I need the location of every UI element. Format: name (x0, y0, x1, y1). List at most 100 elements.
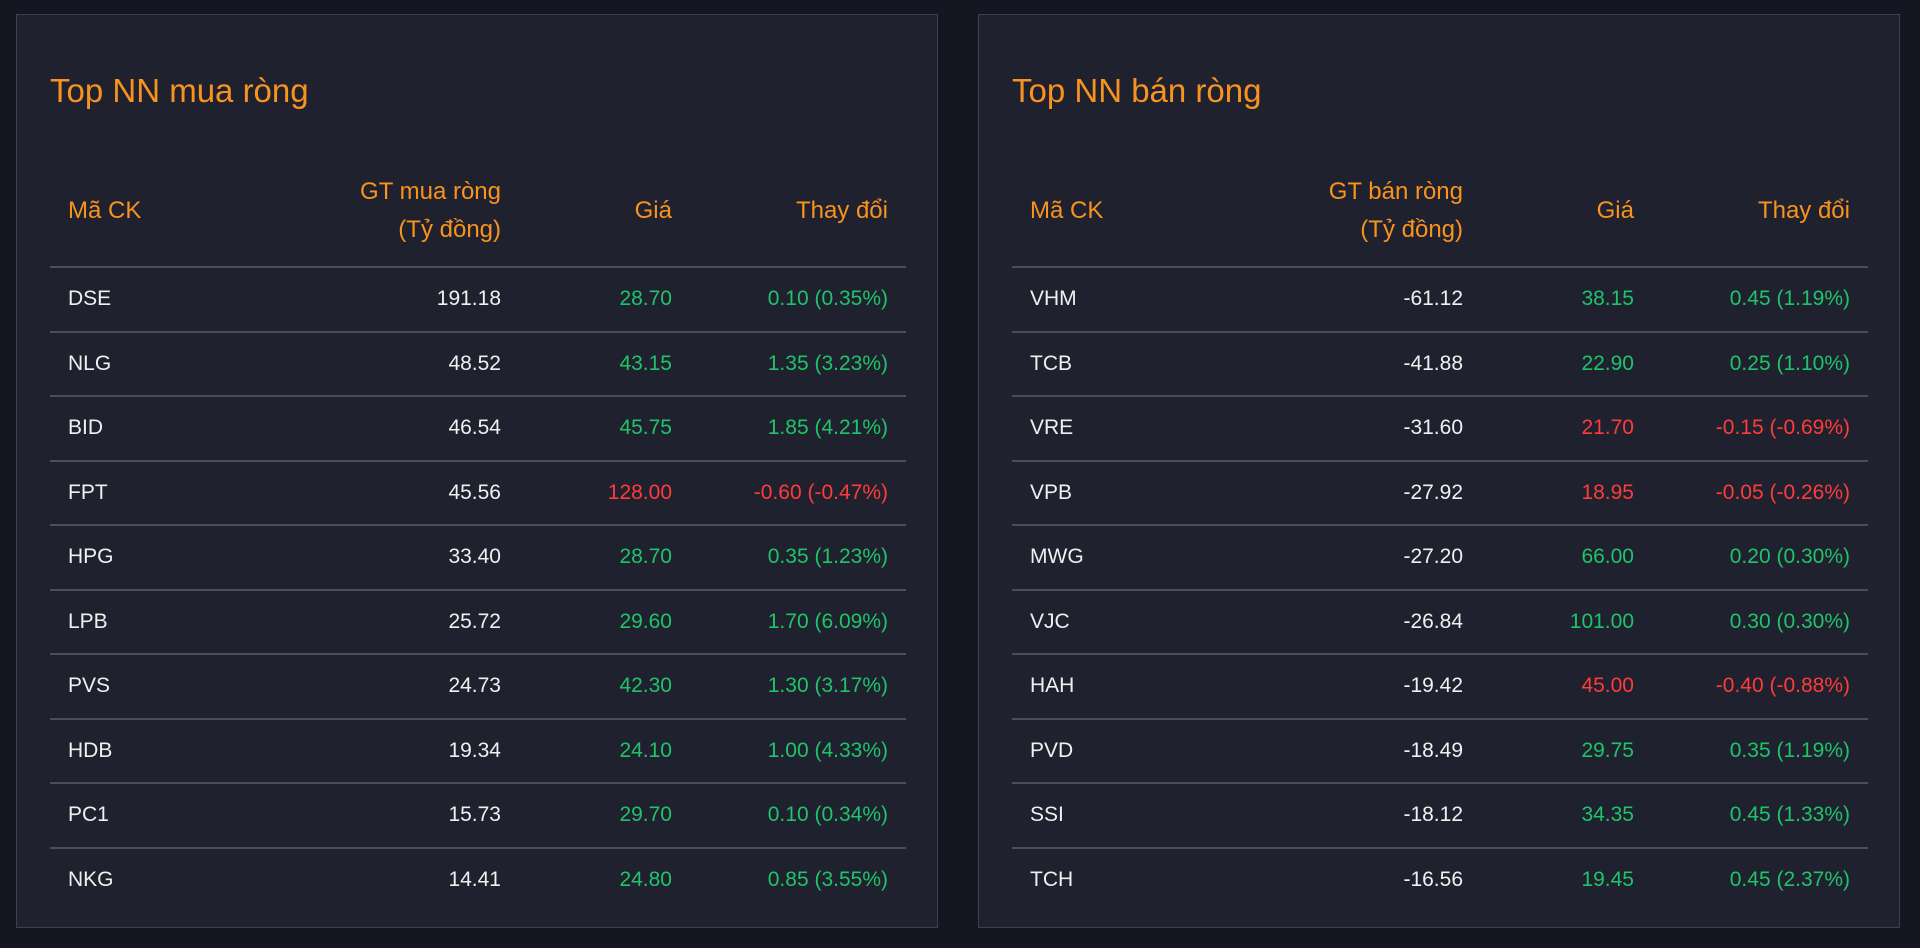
price: 66.00 (1481, 525, 1652, 591)
net-value: 25.72 (220, 589, 519, 655)
net-sell-table: Mã CK GT bán ròng (Tỷ đồng) Giá Thay đổi … (1012, 155, 1868, 912)
stock-code[interactable]: DSE (50, 267, 220, 333)
price: 38.15 (1481, 267, 1652, 333)
change: -0.60 (-0.47%) (690, 460, 906, 526)
panel-title: Top NN bán ròng (1012, 72, 1262, 109)
price: 34.35 (1481, 783, 1652, 849)
table-row[interactable]: NKG 14.41 24.80 0.85 (3.55%) (50, 848, 906, 913)
net-buy-table: Mã CK GT mua ròng (Tỷ đồng) Giá Thay đổi … (50, 155, 906, 912)
net-value: 48.52 (220, 331, 519, 397)
net-value: 19.34 (220, 718, 519, 784)
stock-code[interactable]: HPG (50, 525, 220, 591)
header-change: Thay đổi (1652, 155, 1868, 268)
price: 43.15 (519, 331, 690, 397)
header-code: Mã CK (50, 155, 220, 268)
table-row[interactable]: TCB -41.88 22.90 0.25 (1.10%) (1012, 331, 1868, 397)
stock-code[interactable]: PVS (50, 654, 220, 720)
change: 1.70 (6.09%) (690, 589, 906, 655)
net-sell-panel: Top NN bán ròng Mã CK GT bán ròng (Tỷ đồn… (978, 14, 1900, 928)
stock-code[interactable]: VPB (1012, 460, 1182, 526)
stock-code[interactable]: HDB (50, 718, 220, 784)
table-row[interactable]: HAH -19.42 45.00 -0.40 (-0.88%) (1012, 654, 1868, 720)
net-value: -19.42 (1182, 654, 1481, 720)
table-row[interactable]: BID 46.54 45.75 1.85 (4.21%) (50, 396, 906, 462)
net-value: 191.18 (220, 267, 519, 333)
change: 1.00 (4.33%) (690, 718, 906, 784)
table-row[interactable]: VJC -26.84 101.00 0.30 (0.30%) (1012, 589, 1868, 655)
table-row[interactable]: MWG -27.20 66.00 0.20 (0.30%) (1012, 525, 1868, 591)
table-row[interactable]: FPT 45.56 128.00 -0.60 (-0.47%) (50, 460, 906, 526)
net-value: 15.73 (220, 783, 519, 849)
net-value: -61.12 (1182, 267, 1481, 333)
header-price: Giá (1481, 155, 1652, 268)
stock-code[interactable]: SSI (1012, 783, 1182, 849)
change: 0.25 (1.10%) (1652, 331, 1868, 397)
net-value: -18.12 (1182, 783, 1481, 849)
stock-code[interactable]: PC1 (50, 783, 220, 849)
table-row[interactable]: PC1 15.73 29.70 0.10 (0.34%) (50, 783, 906, 849)
stock-code[interactable]: LPB (50, 589, 220, 655)
net-value: 14.41 (448, 868, 501, 892)
table-row[interactable]: VHM -61.12 38.15 0.45 (1.19%) (1012, 267, 1868, 333)
stock-code[interactable]: VJC (1012, 589, 1182, 655)
price: 29.75 (1481, 718, 1652, 784)
change: 0.35 (1.23%) (690, 525, 906, 591)
header-code: Mã CK (1012, 155, 1182, 268)
stock-code[interactable]: NKG (68, 868, 114, 892)
panel-title: Top NN mua ròng (50, 72, 309, 109)
stock-code[interactable]: HAH (1012, 654, 1182, 720)
table-row[interactable]: SSI -18.12 34.35 0.45 (1.33%) (1012, 783, 1868, 849)
stock-code[interactable]: NLG (50, 331, 220, 397)
price: 45.00 (1481, 654, 1652, 720)
header-value: GT bán ròng (Tỷ đồng) (1182, 155, 1481, 268)
change: 0.85 (3.55%) (767, 868, 888, 892)
price: 24.10 (519, 718, 690, 784)
stock-code[interactable]: VRE (1012, 396, 1182, 462)
table-row[interactable]: HDB 19.34 24.10 1.00 (4.33%) (50, 718, 906, 784)
table-row[interactable]: PVD -18.49 29.75 0.35 (1.19%) (1012, 718, 1868, 784)
change: -0.15 (-0.69%) (1652, 396, 1868, 462)
table-row[interactable]: LPB 25.72 29.60 1.70 (6.09%) (50, 589, 906, 655)
price: 29.70 (519, 783, 690, 849)
change: 0.30 (0.30%) (1652, 589, 1868, 655)
stock-code[interactable]: TCB (1012, 331, 1182, 397)
net-value: -27.92 (1182, 460, 1481, 526)
table-row[interactable]: DSE 191.18 28.70 0.10 (0.35%) (50, 267, 906, 333)
price: 19.45 (1581, 868, 1634, 892)
change: 0.45 (1.33%) (1652, 783, 1868, 849)
table-row[interactable]: PVS 24.73 42.30 1.30 (3.17%) (50, 654, 906, 720)
net-value: -26.84 (1182, 589, 1481, 655)
price: 101.00 (1481, 589, 1652, 655)
price: 21.70 (1481, 396, 1652, 462)
table-row[interactable]: TCH -16.56 19.45 0.45 (2.37%) (1012, 848, 1868, 913)
change: 1.35 (3.23%) (690, 331, 906, 397)
net-value: 45.56 (220, 460, 519, 526)
header-value-line2: (Tỷ đồng) (398, 215, 501, 243)
table-row[interactable]: VRE -31.60 21.70 -0.15 (-0.69%) (1012, 396, 1868, 462)
change: -0.40 (-0.88%) (1652, 654, 1868, 720)
change: 1.85 (4.21%) (690, 396, 906, 462)
change: 0.45 (1.19%) (1652, 267, 1868, 333)
stock-code[interactable]: MWG (1012, 525, 1182, 591)
change: 1.30 (3.17%) (690, 654, 906, 720)
change: 0.35 (1.19%) (1652, 718, 1868, 784)
header-change: Thay đổi (690, 155, 906, 268)
price: 42.30 (519, 654, 690, 720)
table-row[interactable]: HPG 33.40 28.70 0.35 (1.23%) (50, 525, 906, 591)
table-row[interactable]: VPB -27.92 18.95 -0.05 (-0.26%) (1012, 460, 1868, 526)
net-value: 46.54 (220, 396, 519, 462)
stock-code[interactable]: VHM (1012, 267, 1182, 333)
header-value-line1: GT mua ròng (360, 177, 501, 205)
stock-code[interactable]: FPT (50, 460, 220, 526)
stock-code[interactable]: BID (50, 396, 220, 462)
table-row[interactable]: NLG 48.52 43.15 1.35 (3.23%) (50, 331, 906, 397)
header-value-line1: GT bán ròng (1328, 177, 1463, 205)
change: -0.05 (-0.26%) (1652, 460, 1868, 526)
change: 0.10 (0.34%) (690, 783, 906, 849)
change: 0.20 (0.30%) (1652, 525, 1868, 591)
stock-code[interactable]: PVD (1012, 718, 1182, 784)
stock-code[interactable]: TCH (1030, 868, 1074, 892)
price: 128.00 (519, 460, 690, 526)
table-header-row: Mã CK GT mua ròng (Tỷ đồng) Giá Thay đổi (50, 155, 906, 268)
net-value: 33.40 (220, 525, 519, 591)
